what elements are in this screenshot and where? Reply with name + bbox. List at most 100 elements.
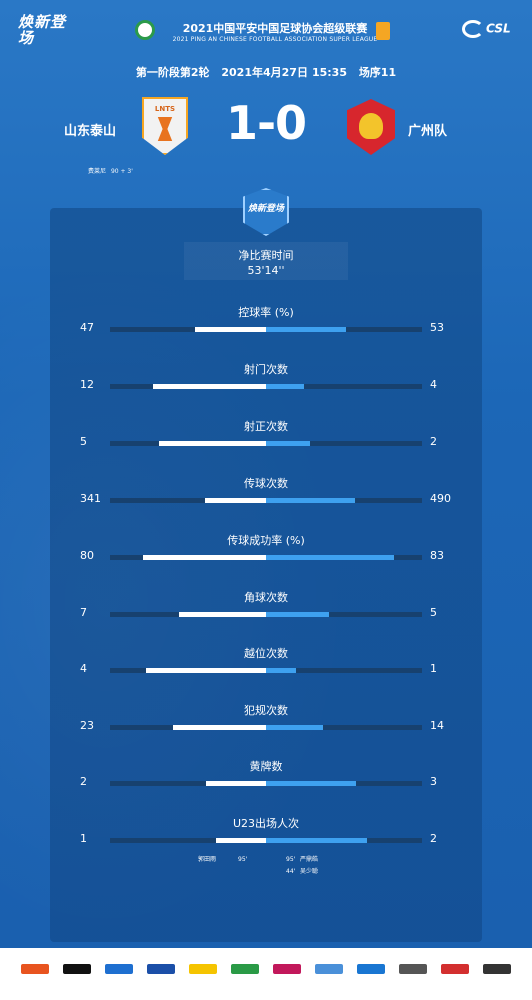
- away-score: 0: [275, 96, 307, 150]
- score-separator: -: [256, 96, 276, 150]
- sponsor-5-logo: [266, 958, 308, 990]
- u23-row: 郭田雨 95' 95' 严鼎皓: [198, 854, 438, 866]
- stat-away-value: 4: [430, 378, 437, 391]
- stat-away-bar: [266, 498, 355, 503]
- sponsor-3-logo-mark: [147, 964, 175, 974]
- header: 焕新登场 2021中国平安中国足球协会超级联赛 2021 PING AN CHI…: [0, 0, 532, 56]
- u23-away-minute: 44': [286, 868, 296, 875]
- stat-label: 越位次数: [244, 647, 288, 660]
- goal-scorer-name: 费莱尼: [88, 168, 107, 175]
- sponsor-8-logo: [392, 958, 434, 990]
- sponsor-1-logo: [14, 958, 56, 990]
- league-title: 2021中国平安中国足球协会超级联赛: [182, 22, 368, 35]
- sponsor-dhl-logo-mark: [189, 964, 217, 974]
- sponsor-footer: [0, 948, 532, 1000]
- stat-away-value: 1: [430, 662, 437, 675]
- stat-label: 黄牌数: [249, 760, 283, 773]
- stat-away-bar: [266, 838, 367, 843]
- panel-emblem-text: 焕新登场: [247, 204, 284, 214]
- sponsor-6-logo-mark: [315, 964, 343, 974]
- stat-home-bar: [143, 555, 266, 560]
- stat-home-value: 5: [80, 435, 87, 448]
- sponsor-nike-logo-mark: [63, 964, 91, 974]
- sponsor-9-logo: [434, 958, 476, 990]
- u23-row: 44' 吴少聪: [198, 866, 438, 878]
- stat-home-value: 1: [80, 832, 87, 845]
- stat-row: 传球成功率 (%) 80 83: [50, 532, 482, 582]
- stat-away-value: 53: [430, 321, 444, 334]
- stat-row: 传球次数 341 490: [50, 475, 482, 525]
- stat-away-value: 83: [430, 549, 444, 562]
- stat-label: 射正次数: [244, 420, 288, 433]
- stat-label: 犯规次数: [244, 704, 288, 717]
- u23-home-minute: 95': [238, 856, 248, 863]
- stat-away-bar: [266, 781, 356, 786]
- stat-away-value: 14: [430, 719, 444, 732]
- sponsor-2-logo-mark: [105, 964, 133, 974]
- stat-away-bar: [266, 441, 310, 446]
- sponsor-7-logo: [350, 958, 392, 990]
- stat-row: 角球次数 7 5: [50, 589, 482, 639]
- match-date: 2021年4月27日: [221, 66, 308, 79]
- stat-home-value: 47: [80, 321, 94, 334]
- brand-logo: 焕新登场: [18, 13, 67, 47]
- sponsor-10-logo: [476, 958, 518, 990]
- stat-home-value: 80: [80, 549, 94, 562]
- sponsor-10-logo-mark: [483, 964, 511, 974]
- match-stage: 第一阶段第2轮: [135, 66, 210, 79]
- csl-logo-text: CSL: [486, 21, 511, 36]
- home-team-name: 山东泰山: [64, 124, 117, 139]
- stat-away-bar: [266, 327, 346, 332]
- sponsor-2-logo: [98, 958, 140, 990]
- stat-row: 犯规次数 23 14: [50, 702, 482, 752]
- sponsor-nike-logo: [56, 958, 98, 990]
- sponsor-4-logo-mark: [231, 964, 259, 974]
- stat-home-bar: [173, 725, 266, 730]
- stat-row: U23出场人次 1 2: [50, 815, 482, 865]
- stat-home-bar: [146, 668, 266, 673]
- stat-home-bar: [153, 384, 266, 389]
- away-team-name: 广州队: [408, 124, 448, 139]
- stat-home-bar: [195, 327, 266, 332]
- stat-row: 射正次数 5 2: [50, 418, 482, 468]
- stat-label: 传球成功率 (%): [227, 534, 305, 547]
- home-badge-text: LNTS: [154, 105, 176, 113]
- stat-label: U23出场人次: [232, 817, 300, 830]
- home-badge-mark: [157, 117, 173, 141]
- csl-logo: CSL: [462, 20, 518, 42]
- sponsor-dhl-logo: [182, 958, 224, 990]
- goal-scorers: 费莱尼 90 + 3': [88, 166, 136, 175]
- stat-home-value: 12: [80, 378, 94, 391]
- csl-swirl-icon: [462, 20, 484, 38]
- stat-away-bar: [266, 555, 394, 560]
- u23-player-list: 郭田雨 95' 95' 严鼎皓 44' 吴少聪: [198, 854, 438, 878]
- stat-away-bar: [266, 725, 323, 730]
- stat-away-bar: [266, 668, 296, 673]
- sponsor-9-logo-mark: [441, 964, 469, 974]
- stat-label: 角球次数: [244, 591, 288, 604]
- stat-away-bar: [266, 384, 304, 389]
- net-time-label: 净比赛时间: [238, 249, 294, 262]
- stat-away-bar: [266, 612, 329, 617]
- match-number: 场序11: [358, 66, 397, 79]
- stat-away-value: 2: [430, 435, 437, 448]
- stat-away-value: 5: [430, 606, 437, 619]
- stat-label: 传球次数: [244, 477, 288, 490]
- stat-row: 越位次数 4 1: [50, 645, 482, 695]
- stat-away-value: 3: [430, 775, 437, 788]
- stat-home-bar: [159, 441, 266, 446]
- title-sponsor-icon: [376, 22, 390, 40]
- match-info: 第一阶段第2轮 2021年4月27日 15:35 场序11: [0, 64, 532, 80]
- lion-icon: [359, 113, 383, 139]
- league-subtitle: 2021 PING AN CHINESE FOOTBALL ASSOCIATIO…: [172, 36, 378, 43]
- stat-home-value: 4: [80, 662, 87, 675]
- home-score: 1: [225, 96, 258, 150]
- sponsor-6-logo: [308, 958, 350, 990]
- goal-minute: 90 + 3': [110, 168, 133, 175]
- u23-home-player: 郭田雨: [198, 856, 217, 863]
- u23-away-minute: 95': [286, 856, 296, 863]
- stat-home-bar: [205, 498, 266, 503]
- stat-home-value: 7: [80, 606, 87, 619]
- match-time: 15:35: [311, 66, 347, 79]
- net-playing-time: 净比赛时间 53'14'': [184, 242, 348, 280]
